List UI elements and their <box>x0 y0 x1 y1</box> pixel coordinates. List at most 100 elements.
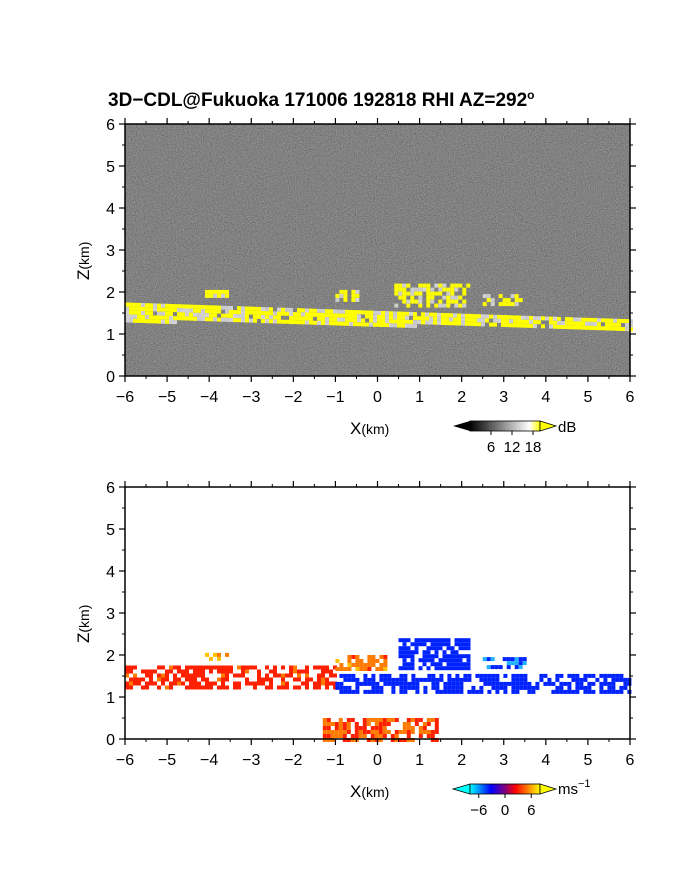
echo-cell <box>221 665 225 670</box>
echo-cell <box>583 685 588 690</box>
echo-cell <box>277 315 281 320</box>
echo-cell <box>521 315 525 320</box>
echo-cell <box>209 317 213 322</box>
echo-cell <box>533 324 537 329</box>
y-tick-label: 3 <box>106 243 115 260</box>
echo-cell <box>301 308 305 313</box>
echo-cell <box>402 638 407 643</box>
echo-cell <box>415 685 420 690</box>
echo-cell <box>521 323 525 328</box>
echo-cell <box>237 318 241 323</box>
echo-cell <box>394 718 399 722</box>
echo-cell <box>481 314 485 319</box>
echo-cell <box>387 673 392 678</box>
echo-cell <box>353 310 357 315</box>
echo-cell <box>430 295 435 300</box>
echo-cell <box>233 318 237 323</box>
echo-cell <box>177 677 181 682</box>
echo-cell <box>426 730 431 734</box>
echo-cell <box>535 685 540 690</box>
echo-cell <box>386 722 391 726</box>
echo-cell <box>615 689 620 694</box>
echo-cell <box>173 665 177 670</box>
echo-cell <box>406 283 411 288</box>
echo-cell <box>383 677 388 682</box>
echo-cell <box>355 689 360 694</box>
echo-cell <box>438 303 443 308</box>
echo-cell <box>257 314 261 319</box>
echo-cell <box>333 317 337 322</box>
echo-cell <box>623 677 628 682</box>
echo-cell <box>486 657 491 662</box>
echo-cell <box>237 685 241 690</box>
echo-cell <box>450 295 455 300</box>
echo-cell <box>410 666 415 671</box>
echo-cell <box>161 673 165 678</box>
echo-cell <box>375 689 380 694</box>
echo-cell <box>321 669 325 674</box>
echo-cell <box>347 663 352 667</box>
echo-cell <box>366 738 371 742</box>
echo-cell <box>419 677 424 682</box>
echo-cell <box>277 685 281 690</box>
echo-cell <box>430 638 435 643</box>
echo-cell <box>446 303 451 308</box>
echo-cell <box>313 312 317 317</box>
echo-cell <box>493 322 497 327</box>
echo-cell <box>343 685 348 690</box>
echo-cell <box>522 657 527 662</box>
echo-cell <box>339 685 344 690</box>
echo-cell <box>217 656 221 661</box>
echo-cell <box>145 307 149 312</box>
echo-cell <box>165 677 169 682</box>
echo-cell <box>430 654 435 659</box>
echo-cell <box>409 319 413 324</box>
echo-cell <box>169 681 173 686</box>
echo-cell <box>453 321 457 326</box>
echo-cell <box>450 662 455 667</box>
echo-cell <box>205 289 209 294</box>
echo-cell <box>541 316 545 321</box>
echo-cell <box>185 677 189 682</box>
echo-cell <box>454 299 459 304</box>
echo-cell <box>193 681 197 686</box>
echo-cell <box>418 718 423 722</box>
echo-cell <box>133 314 137 319</box>
chart-title: 3D−CDL@Fukuoka 171006 192818 RHI AZ=292o <box>108 88 535 111</box>
echo-cell <box>337 321 341 326</box>
echo-cell <box>459 685 464 690</box>
echo-cell <box>553 316 557 321</box>
echo-cell <box>245 669 249 674</box>
echo-cell <box>237 681 241 686</box>
echo-cell <box>443 689 448 694</box>
echo-cell <box>527 685 532 690</box>
echo-cell <box>422 722 427 726</box>
echo-cell <box>249 681 253 686</box>
echo-cell <box>161 307 165 312</box>
echo-cell <box>426 303 431 308</box>
echo-cell <box>394 291 399 296</box>
echo-cell <box>485 314 489 319</box>
echo-cell <box>410 642 415 647</box>
echo-cell <box>457 317 461 322</box>
echo-cell <box>351 289 356 294</box>
echo-cell <box>177 316 181 321</box>
echo-cell <box>437 312 441 317</box>
echo-cell <box>375 667 380 671</box>
echo-cell <box>411 681 416 686</box>
echo-cell <box>225 669 229 674</box>
echo-cell <box>301 681 305 686</box>
echo-cell <box>382 718 387 722</box>
echo-cell <box>225 652 229 657</box>
echo-cell <box>613 322 617 327</box>
echo-cell <box>289 320 293 324</box>
echo-cell <box>197 681 201 686</box>
echo-cell <box>193 677 197 682</box>
echo-cell <box>403 681 408 686</box>
echo-cell <box>469 321 473 326</box>
echo-cell <box>355 685 360 690</box>
echo-cell <box>343 289 348 294</box>
echo-cell <box>379 685 384 690</box>
echo-cell <box>309 320 313 325</box>
echo-cell <box>329 309 333 314</box>
